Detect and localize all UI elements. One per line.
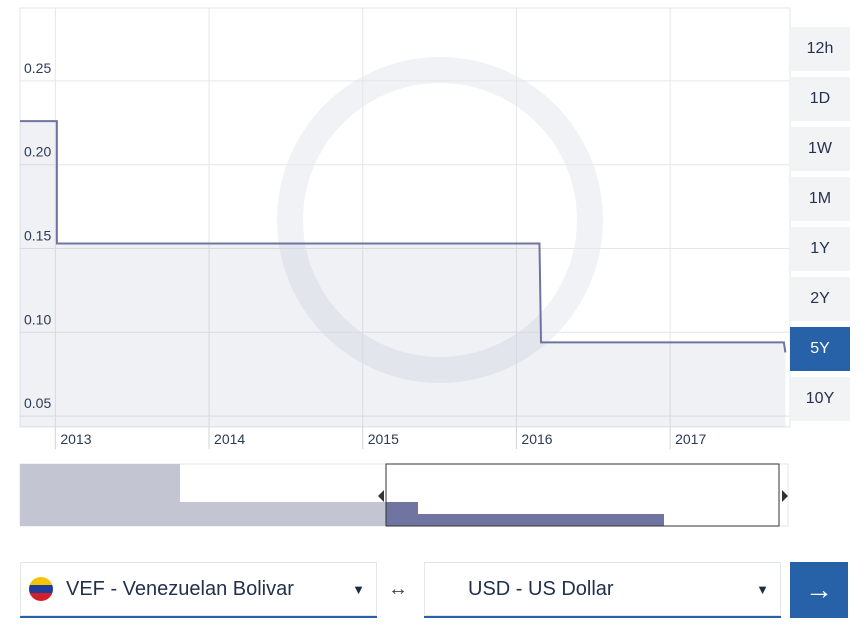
range-button[interactable]: 1W	[790, 127, 850, 171]
y-tick-label: 0.15	[24, 228, 51, 244]
to-select[interactable]: USD - US Dollar ▼	[424, 562, 781, 618]
convert-button[interactable]: →	[790, 562, 848, 618]
range-button[interactable]: 1M	[790, 177, 850, 221]
to-currency: USD - US Dollar	[468, 577, 614, 600]
watermark	[277, 57, 603, 383]
range-button[interactable]: 10Y	[790, 377, 850, 421]
range-button[interactable]: 2Y	[790, 277, 850, 321]
from-select[interactable]: VEF - Venezuelan Bolivar ▼	[20, 562, 377, 618]
navigator	[19, 463, 789, 527]
range-button[interactable]: 1Y	[790, 227, 850, 271]
range-button[interactable]: 5Y	[790, 327, 850, 371]
x-tick-label: 2013	[60, 431, 91, 447]
navigator-shade	[20, 464, 386, 526]
x-tick-label: 2015	[368, 431, 399, 447]
navigator-window[interactable]	[385, 463, 780, 527]
y-tick-label: 0.10	[24, 311, 51, 327]
caret: ▼	[352, 581, 365, 597]
x-tick-label: 2017	[675, 431, 706, 447]
x-tick-label: 2014	[214, 431, 245, 447]
y-tick-label: 0.05	[24, 395, 51, 411]
area-fill	[20, 121, 786, 427]
caret: ▼	[756, 581, 769, 597]
x-tick-label: 2016	[521, 431, 552, 447]
range-button[interactable]: 1D	[790, 77, 850, 121]
range-button[interactable]: 12h	[790, 27, 850, 71]
y-tick-label: 0.25	[24, 60, 51, 76]
from-currency: VEF - Venezuelan Bolivar	[66, 577, 294, 600]
navigator-series	[386, 502, 664, 526]
y-tick-label: 0.20	[24, 144, 51, 160]
chart: 0.05 0.10 0.15 0.20 0.25 2013 2014 2015 2016 2017	[19, 7, 791, 527]
flag	[29, 577, 53, 601]
swap[interactable]: ↔	[388, 578, 408, 600]
series-line	[20, 120, 787, 353]
